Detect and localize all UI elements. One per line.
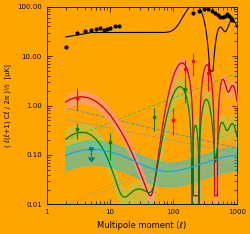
Point: [218, 15, 222, 18]
Point: [229, 16, 233, 20]
Point: [94, 27, 98, 31]
Point: [98, 26, 102, 30]
Point: [113, 25, 117, 28]
Point: [83, 29, 87, 33]
Point: [190, 11, 194, 15]
Point: [108, 26, 112, 30]
Point: [206, 7, 210, 11]
Point: [89, 29, 93, 32]
Point: [75, 31, 79, 34]
Point: [64, 46, 68, 49]
Point: [216, 13, 220, 17]
X-axis label: Multipole moment (ℓ): Multipole moment (ℓ): [97, 221, 186, 230]
Point: [225, 12, 229, 16]
Point: [230, 18, 234, 22]
Point: [102, 28, 106, 32]
Point: [197, 9, 201, 13]
Point: [105, 27, 109, 30]
Point: [210, 9, 214, 13]
Point: [227, 14, 231, 18]
Point: [117, 25, 121, 28]
Point: [202, 7, 206, 11]
Point: [223, 14, 227, 18]
Y-axis label: ( ℓ(ℓ+1) Cℓ / 2π )½  [μK]: ( ℓ(ℓ+1) Cℓ / 2π )½ [μK]: [4, 64, 12, 147]
Point: [213, 11, 217, 15]
Point: [221, 15, 225, 19]
